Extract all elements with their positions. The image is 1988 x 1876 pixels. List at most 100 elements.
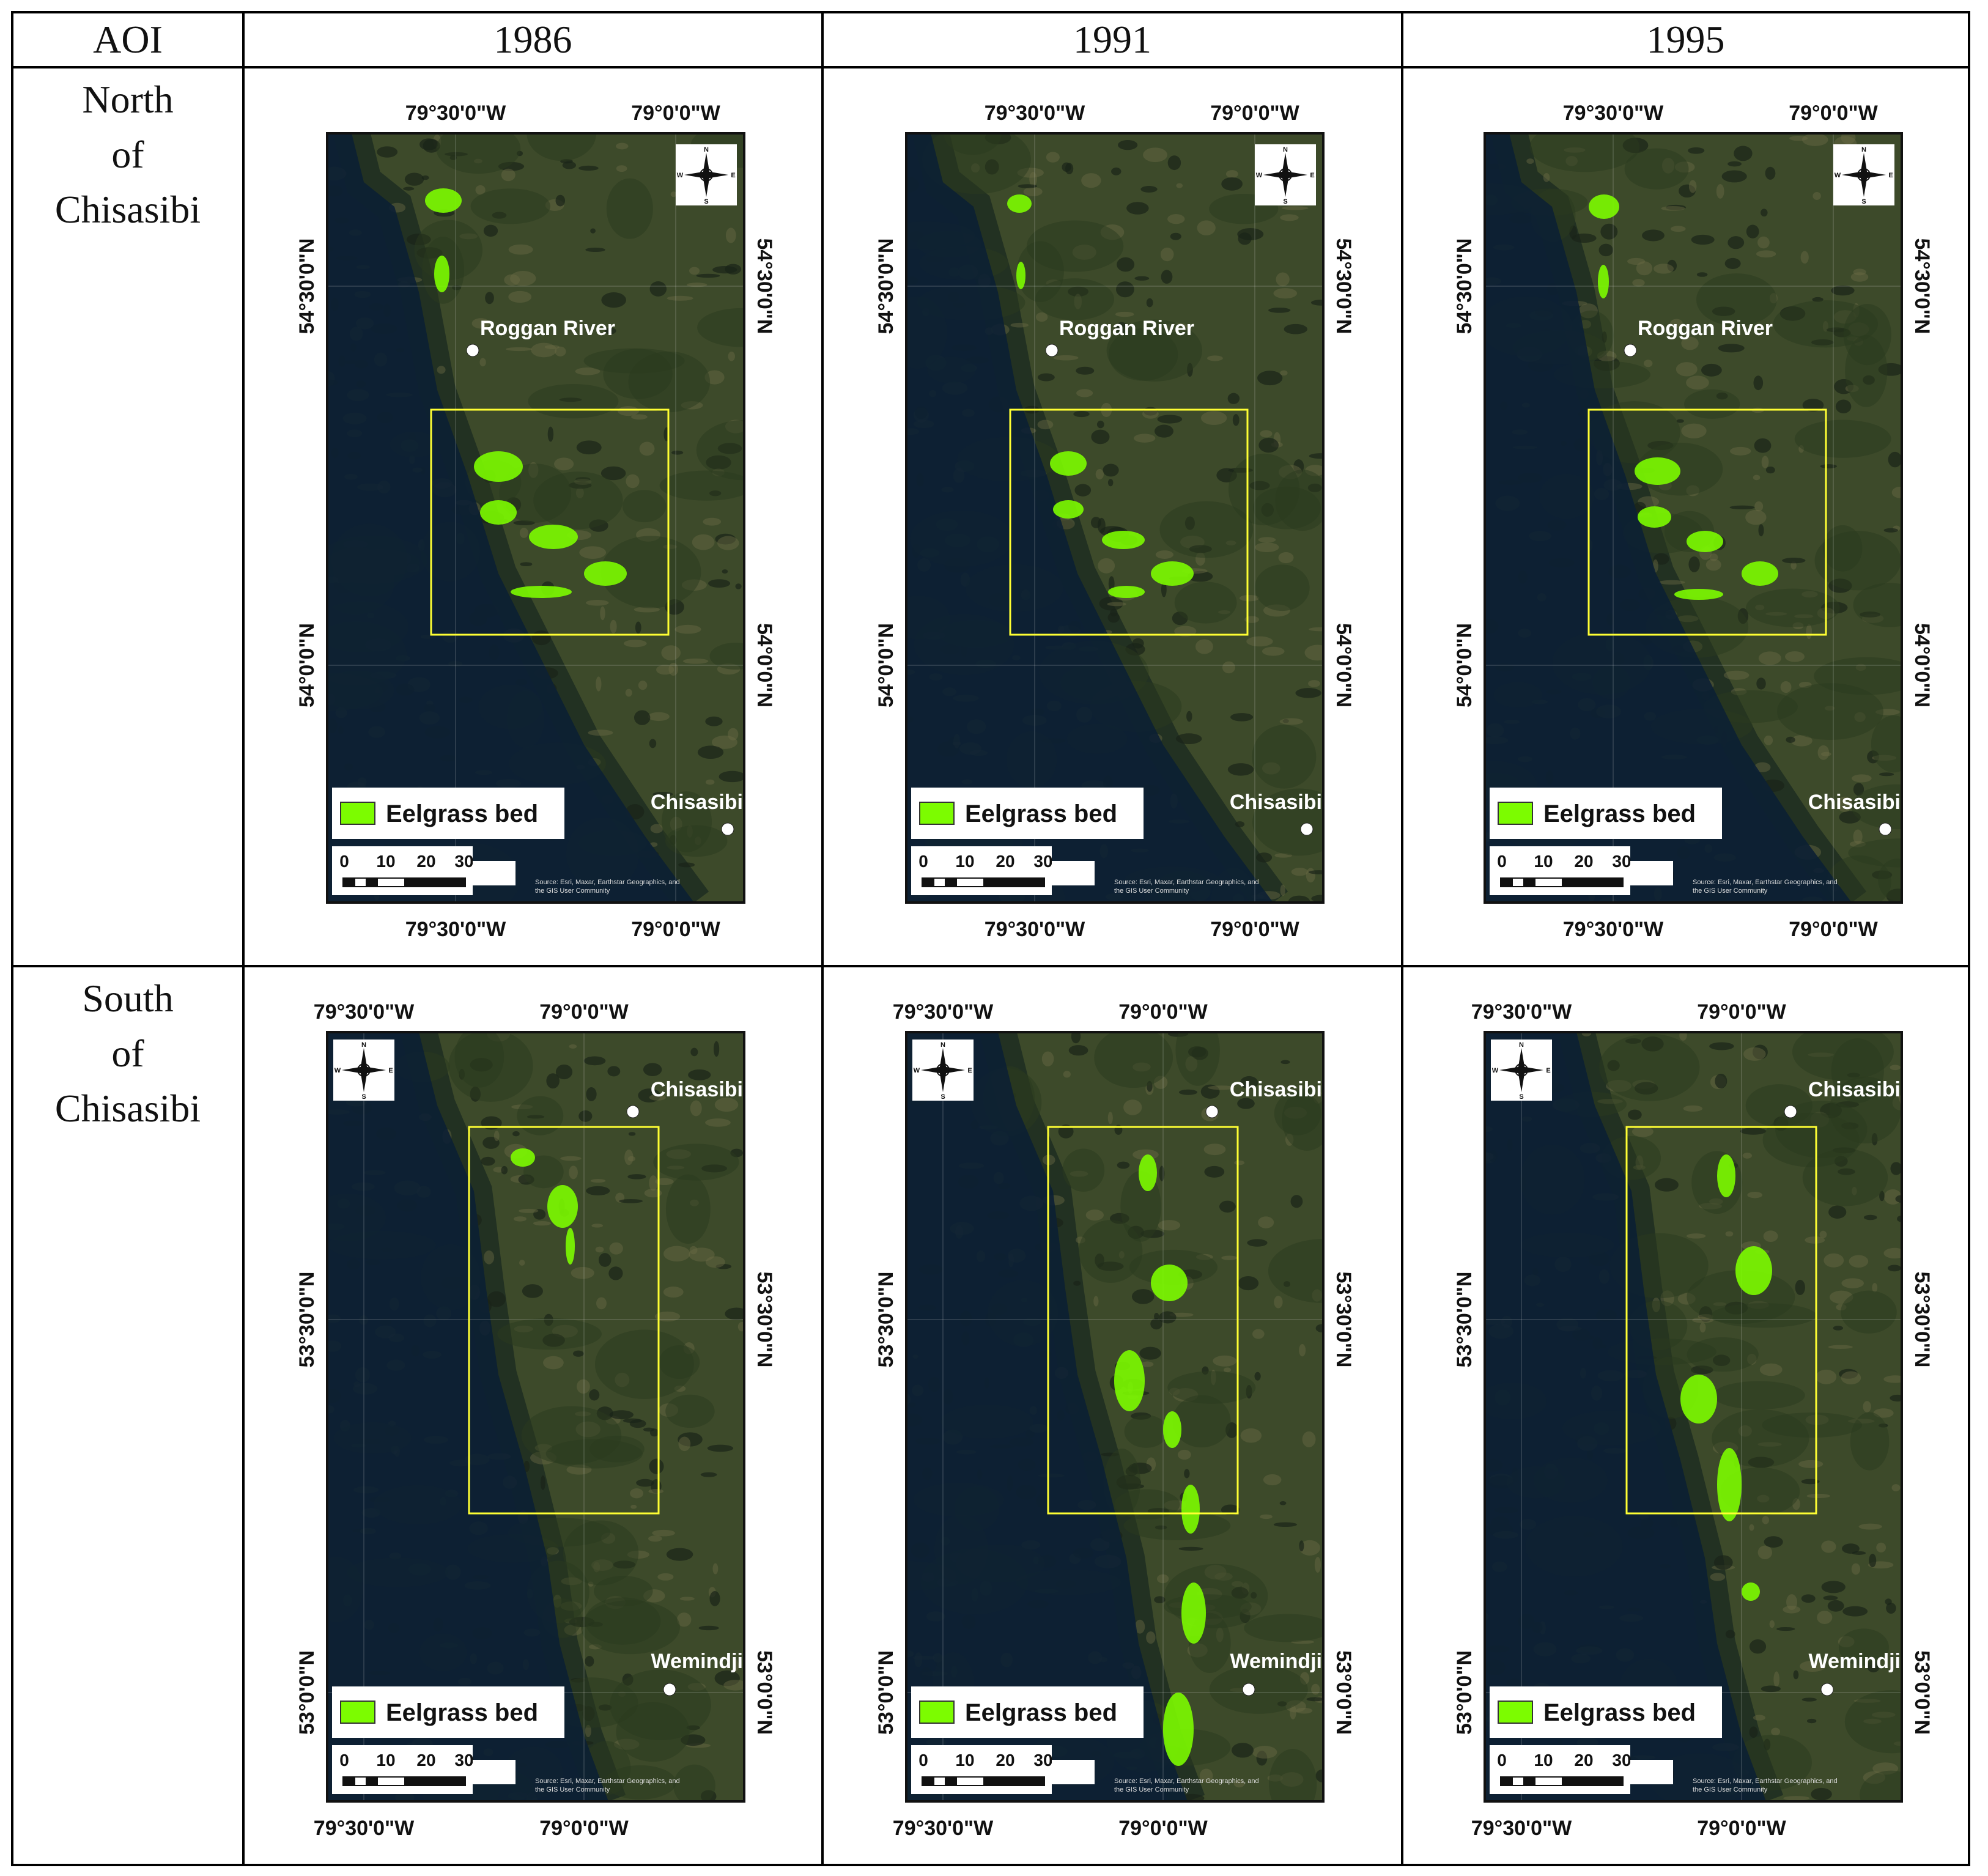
scale-tick: 30: [454, 1751, 473, 1770]
source-attribution: the GIS User Community: [1693, 1786, 1768, 1793]
legend-label: Eelgrass bed: [965, 800, 1117, 827]
compass-icon: N S E W: [912, 1040, 974, 1101]
place-label: Chisasibi: [651, 1078, 743, 1101]
place-label: Roggan River: [480, 317, 615, 340]
compass-icon: N S E W: [333, 1040, 394, 1101]
legend-swatch: [340, 802, 375, 825]
lon-label-top: 79°30'0"W: [314, 1000, 415, 1024]
eelgrass-patch: [425, 188, 462, 213]
legend-swatch: [919, 802, 955, 825]
eelgrass-patch: [511, 586, 572, 598]
legend-swatch: [1498, 1701, 1533, 1724]
scale-tick: 30: [1612, 1751, 1631, 1770]
lon-label-top: 79°30'0"W: [1563, 102, 1664, 125]
legend-swatch: [340, 1701, 375, 1724]
scale-tick: 20: [996, 852, 1014, 871]
lon-label-bottom: 79°0'0"W: [1789, 918, 1878, 941]
eelgrass-patch: [1598, 265, 1609, 298]
source-attribution: the GIS User Community: [1114, 887, 1189, 895]
map-panel: Roggan River Chisasibi N S E W Eelgrass bed 0 10…: [295, 102, 776, 941]
satellite-image: Chisasibi Wemindji: [1485, 1032, 1902, 1801]
lon-label-bottom: 79°0'0"W: [539, 1817, 629, 1840]
aoi-box: [1587, 408, 1827, 636]
lon-label-bottom: 79°0'0"W: [1118, 1817, 1208, 1840]
lon-label-top: 79°30'0"W: [893, 1000, 994, 1024]
lon-label-bottom: 79°0'0"W: [1697, 1817, 1786, 1840]
svg-text:S: S: [361, 1093, 366, 1101]
lat-label-right: 53°30'0"N: [753, 1272, 776, 1368]
satellite-image: Chisasibi Wemindji: [327, 1032, 744, 1801]
place-marker: [663, 1683, 676, 1696]
eelgrass-patch: [1108, 586, 1145, 598]
scale-bar: 0 10 20 30: [1490, 846, 1631, 895]
lat-label-left: 54°30'0"N: [295, 238, 319, 334]
eelgrass-patch: [1163, 1693, 1194, 1766]
lat-label-right: 54°30'0"N: [1910, 238, 1934, 334]
lon-label-bottom: 79°30'0"W: [1471, 1817, 1572, 1840]
header-aoi: AOI: [93, 18, 163, 61]
map-frame: [326, 132, 745, 904]
scale-tick: 30: [1033, 852, 1052, 871]
lat-label-left: 54°30'0"N: [874, 238, 898, 334]
lat-label-left: 53°0'0"N: [874, 1650, 898, 1735]
eelgrass-patch: [1638, 506, 1671, 528]
svg-text:S: S: [1283, 198, 1287, 205]
source-attribution: Source: Esri, Maxar, Earthstar Geographi…: [535, 1778, 680, 1785]
lon-label-top: 79°0'0"W: [1789, 102, 1878, 125]
compass-icon: N S E W: [676, 144, 737, 205]
compass-icon: N S E W: [1255, 144, 1316, 205]
lat-label-right: 54°0'0"N: [1910, 623, 1934, 707]
header-year-1995: 1995: [1646, 18, 1725, 61]
legend-label: Eelgrass bed: [965, 1699, 1117, 1726]
svg-text:W: W: [1256, 172, 1263, 179]
svg-text:E: E: [967, 1067, 972, 1074]
scale-tick: 0: [1497, 1751, 1507, 1770]
eelgrass-patch: [566, 1228, 575, 1265]
place-marker: [1300, 822, 1314, 836]
lat-label-left: 53°30'0"N: [295, 1272, 319, 1368]
scale-tick: 30: [1612, 852, 1631, 871]
lat-label-right: 54°30'0"N: [1332, 238, 1355, 334]
aoi-box: [468, 1126, 660, 1515]
place-marker: [1820, 1683, 1834, 1696]
lon-label-bottom: 79°0'0"W: [1210, 918, 1299, 941]
place-label: Chisasibi: [651, 791, 743, 814]
eelgrass-patch: [1050, 451, 1087, 476]
compass-icon: N S E W: [1491, 1040, 1552, 1101]
scale-tick: 0: [339, 1751, 349, 1770]
satellite-image: Roggan River Chisasibi: [327, 133, 744, 903]
lat-label-left: 53°0'0"N: [1453, 1650, 1476, 1735]
svg-text:S: S: [1861, 198, 1866, 205]
place-marker: [466, 344, 479, 357]
place-label: Wemindji: [651, 1650, 744, 1673]
header-year-1986: 1986: [493, 18, 572, 61]
place-marker: [1624, 344, 1637, 357]
eelgrass-patch: [1016, 262, 1025, 289]
lon-label-bottom: 79°0'0"W: [631, 918, 720, 941]
svg-text:N: N: [1283, 146, 1288, 153]
aoi-box: [1009, 408, 1249, 636]
lat-label-right: 53°0'0"N: [1910, 1650, 1934, 1735]
scale-tick: 10: [376, 852, 395, 871]
scale-tick: 10: [955, 852, 974, 871]
eelgrass-patch: [1742, 1582, 1760, 1601]
legend: Eelgrass bed: [332, 1686, 564, 1738]
source-attribution: the GIS User Community: [535, 1786, 610, 1793]
eelgrass-patch: [1151, 1265, 1188, 1301]
scale-bar: 0 10 20 30: [332, 1745, 474, 1794]
place-label: Wemindji: [1809, 1650, 1901, 1673]
lon-label-top: 79°0'0"W: [631, 102, 720, 125]
svg-text:S: S: [1519, 1093, 1523, 1101]
svg-text:S: S: [704, 198, 708, 205]
legend: Eelgrass bed: [911, 788, 1144, 839]
scale-tick: 20: [1574, 852, 1593, 871]
scale-tick: 10: [955, 1751, 974, 1770]
svg-text:E: E: [388, 1067, 393, 1074]
lon-label-top: 79°0'0"W: [1210, 102, 1299, 125]
svg-text:N: N: [1861, 146, 1866, 153]
legend: Eelgrass bed: [332, 788, 564, 839]
svg-text:E: E: [1310, 172, 1314, 179]
place-marker: [1879, 822, 1892, 836]
legend: Eelgrass bed: [1490, 1686, 1722, 1738]
place-marker: [721, 822, 734, 836]
